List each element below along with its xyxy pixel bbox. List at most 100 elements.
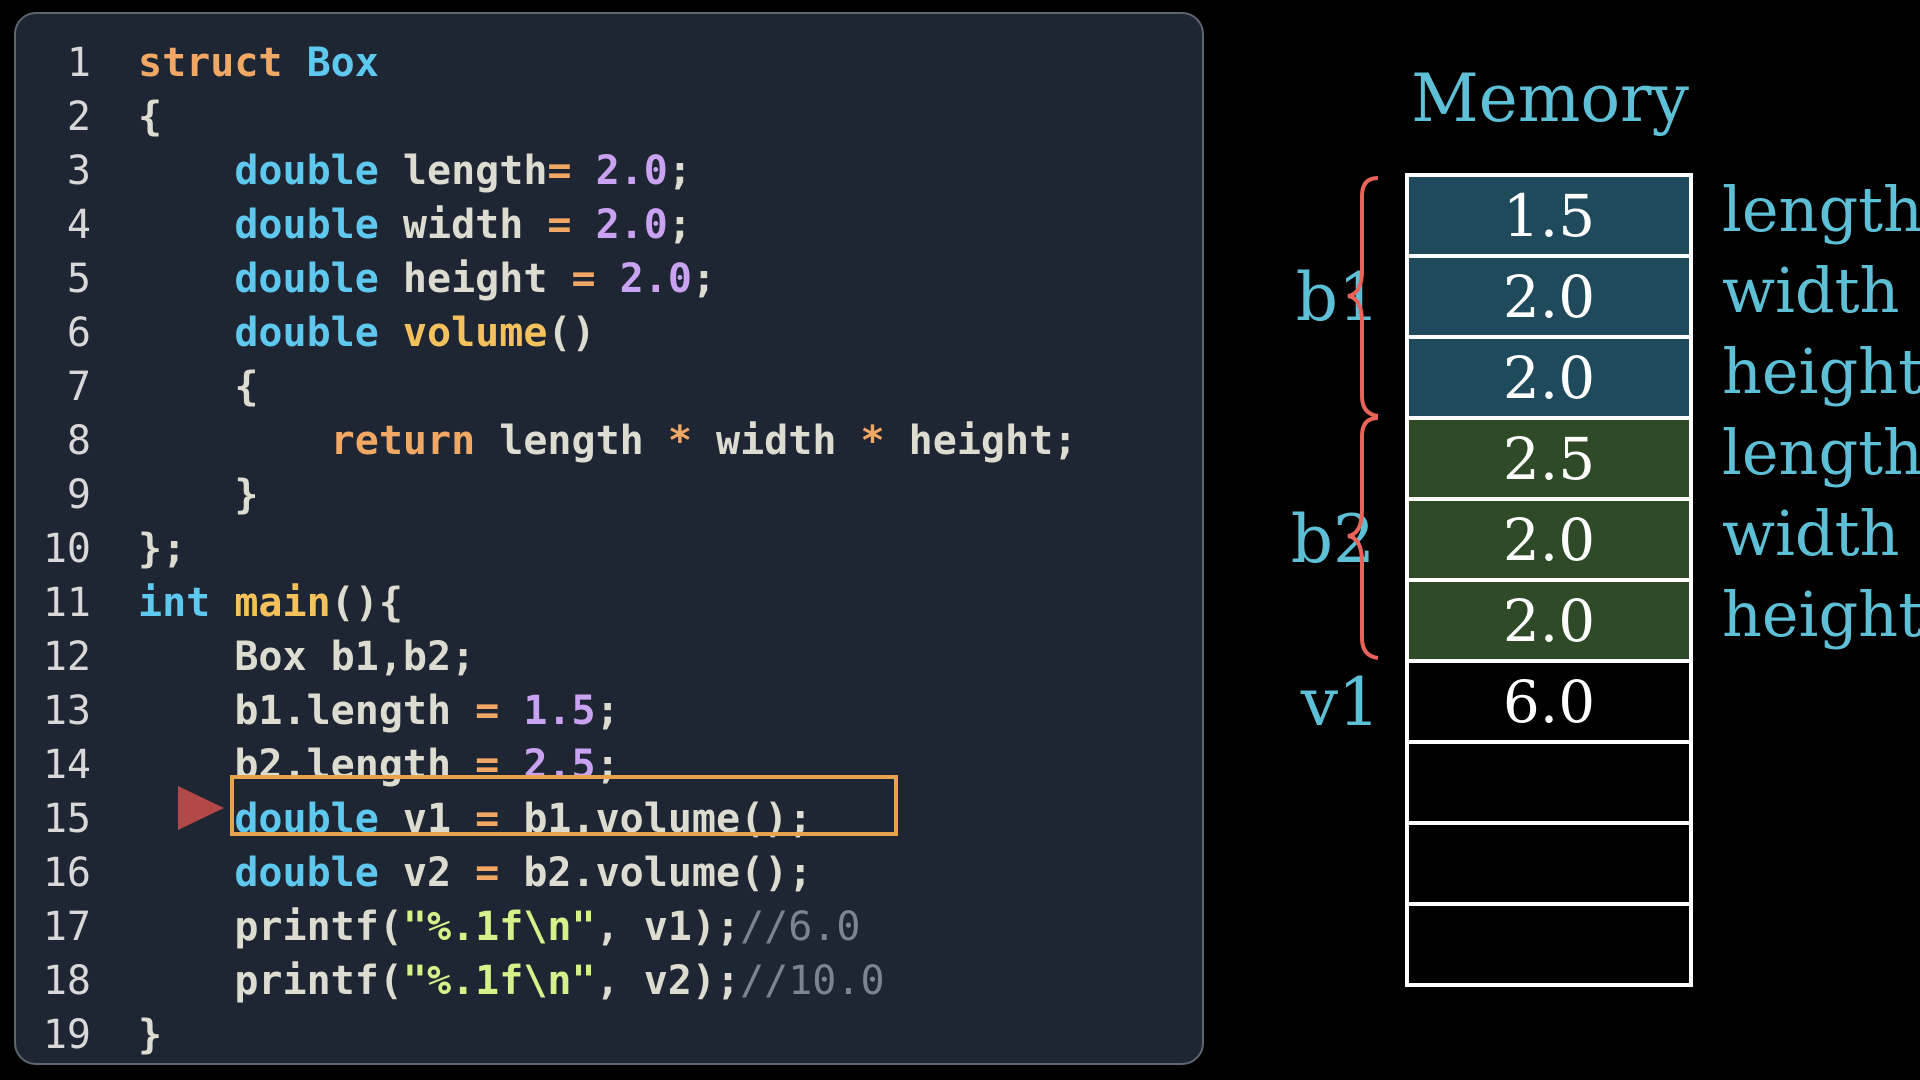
code-token: double xyxy=(234,310,403,356)
code-token: length xyxy=(499,418,668,464)
code-line: 2{ xyxy=(16,90,1196,144)
code-token: = xyxy=(571,256,620,302)
code-line: 18 printf("%.1f\n", v2);//10.0 xyxy=(16,954,1196,1008)
code-token: v2 xyxy=(402,850,476,896)
code-line: 10}; xyxy=(16,522,1196,576)
line-number: 19 xyxy=(42,1012,91,1058)
code-text: { xyxy=(138,360,258,414)
code-token: Box b1,b2; xyxy=(138,634,476,680)
memory-table: 1.5 2.0 2.0 2.5 2.0 2.0 6.0 xyxy=(1405,173,1693,987)
code-token: "%.1f\n" xyxy=(402,958,596,1004)
memory-cell xyxy=(1409,821,1689,902)
code-token: = xyxy=(475,850,524,896)
code-token: b1.length xyxy=(138,688,476,734)
code-token: "%.1f\n" xyxy=(402,904,596,950)
code-token: Box xyxy=(306,40,379,86)
code-text: double height = 2.0; xyxy=(138,252,716,306)
code-line: 6 double volume() xyxy=(16,306,1196,360)
code-token: height xyxy=(402,256,572,302)
code-token: double xyxy=(234,202,403,248)
brace-b1 xyxy=(1347,176,1379,418)
line-number: 9 xyxy=(66,472,91,518)
code-text: } xyxy=(138,468,258,522)
code-line: 7 { xyxy=(16,360,1196,414)
field-label: width xyxy=(1722,497,1900,570)
line-number: 6 xyxy=(66,310,91,356)
code-line: 4 double width = 2.0; xyxy=(16,198,1196,252)
line-number: 1 xyxy=(66,40,91,86)
code-line: 8 return length * width * height; xyxy=(16,414,1196,468)
var-label-v1: v1 xyxy=(1300,664,1380,741)
brace-b2 xyxy=(1347,416,1379,660)
code-token: = xyxy=(475,688,524,734)
code-line: 17 printf("%.1f\n", v1);//6.0 xyxy=(16,900,1196,954)
line-number: 15 xyxy=(42,796,91,842)
code-token: { xyxy=(138,364,259,410)
code-token: * xyxy=(860,418,909,464)
memory-cell xyxy=(1409,740,1689,821)
code-line: 11 int main(){ xyxy=(16,576,1196,630)
current-line-highlight xyxy=(230,775,898,836)
code-text: struct Box xyxy=(138,36,379,90)
code-token: = xyxy=(475,742,524,788)
code-token: 1.5 xyxy=(523,688,596,734)
execution-arrow-icon xyxy=(178,786,224,830)
code-text: Box b1,b2; xyxy=(138,630,475,684)
code-token: { xyxy=(138,94,163,140)
line-number: 4 xyxy=(66,202,91,248)
memory-cell: 1.5 xyxy=(1409,177,1689,254)
code-token: } xyxy=(138,1012,163,1058)
code-line: 3 double length= 2.0; xyxy=(16,144,1196,198)
line-number: 5 xyxy=(66,256,91,302)
code-token: ; xyxy=(691,256,716,302)
field-label: width xyxy=(1722,254,1900,327)
code-token: ; xyxy=(667,202,692,248)
code-token: , v2); xyxy=(595,958,741,1004)
code-token: , v1); xyxy=(595,904,741,950)
var-label-b1: b1 xyxy=(1295,259,1380,336)
code-text: } xyxy=(138,1008,162,1062)
code-token: //10.0 xyxy=(740,958,885,1004)
code-editor-panel: 1 struct Box 2{3 double length= 2.0; 4 doub… xyxy=(14,12,1204,1065)
code-text: int main(){ xyxy=(138,576,403,630)
code-text: { xyxy=(138,90,162,144)
code-token: 2.0 xyxy=(595,148,668,194)
code-text: double width = 2.0; xyxy=(138,198,692,252)
field-label: height xyxy=(1722,578,1920,651)
code-text: b1.length = 1.5; xyxy=(138,684,619,738)
code-token: }; xyxy=(138,526,187,572)
code-token: height; xyxy=(908,418,1078,464)
code-token: } xyxy=(138,472,259,518)
code-token: double xyxy=(234,148,403,194)
code-line: 9 } xyxy=(16,468,1196,522)
line-number: 8 xyxy=(66,418,91,464)
line-number: 11 xyxy=(42,580,91,626)
memory-title: Memory xyxy=(1411,60,1689,137)
code-token: () xyxy=(547,310,596,356)
line-number: 10 xyxy=(42,526,91,572)
code-token: b2.volume(); xyxy=(523,850,813,896)
line-number: 3 xyxy=(66,148,91,194)
code-token: return xyxy=(330,418,500,464)
code-token: = xyxy=(547,202,596,248)
code-line: 16 double v2 = b2.volume(); xyxy=(16,846,1196,900)
code-token: b2.length xyxy=(138,742,476,788)
code-token: 2.0 xyxy=(595,202,668,248)
code-token: main xyxy=(234,580,331,626)
memory-cell: 6.0 xyxy=(1409,659,1689,740)
code-token: 2.0 xyxy=(619,256,692,302)
code-token: * xyxy=(667,418,716,464)
code-token: = xyxy=(547,148,596,194)
memory-cell xyxy=(1409,902,1689,983)
code-token: 2.5 xyxy=(523,742,596,788)
code-line: 12 Box b1,b2; xyxy=(16,630,1196,684)
code-token: int xyxy=(138,580,235,626)
code-token: ; xyxy=(595,742,620,788)
line-number: 12 xyxy=(42,634,91,680)
code-token: (){ xyxy=(330,580,403,626)
code-token: printf( xyxy=(138,958,403,1004)
line-number: 18 xyxy=(42,958,91,1004)
code-token: width xyxy=(715,418,861,464)
code-token: volume xyxy=(402,310,548,356)
